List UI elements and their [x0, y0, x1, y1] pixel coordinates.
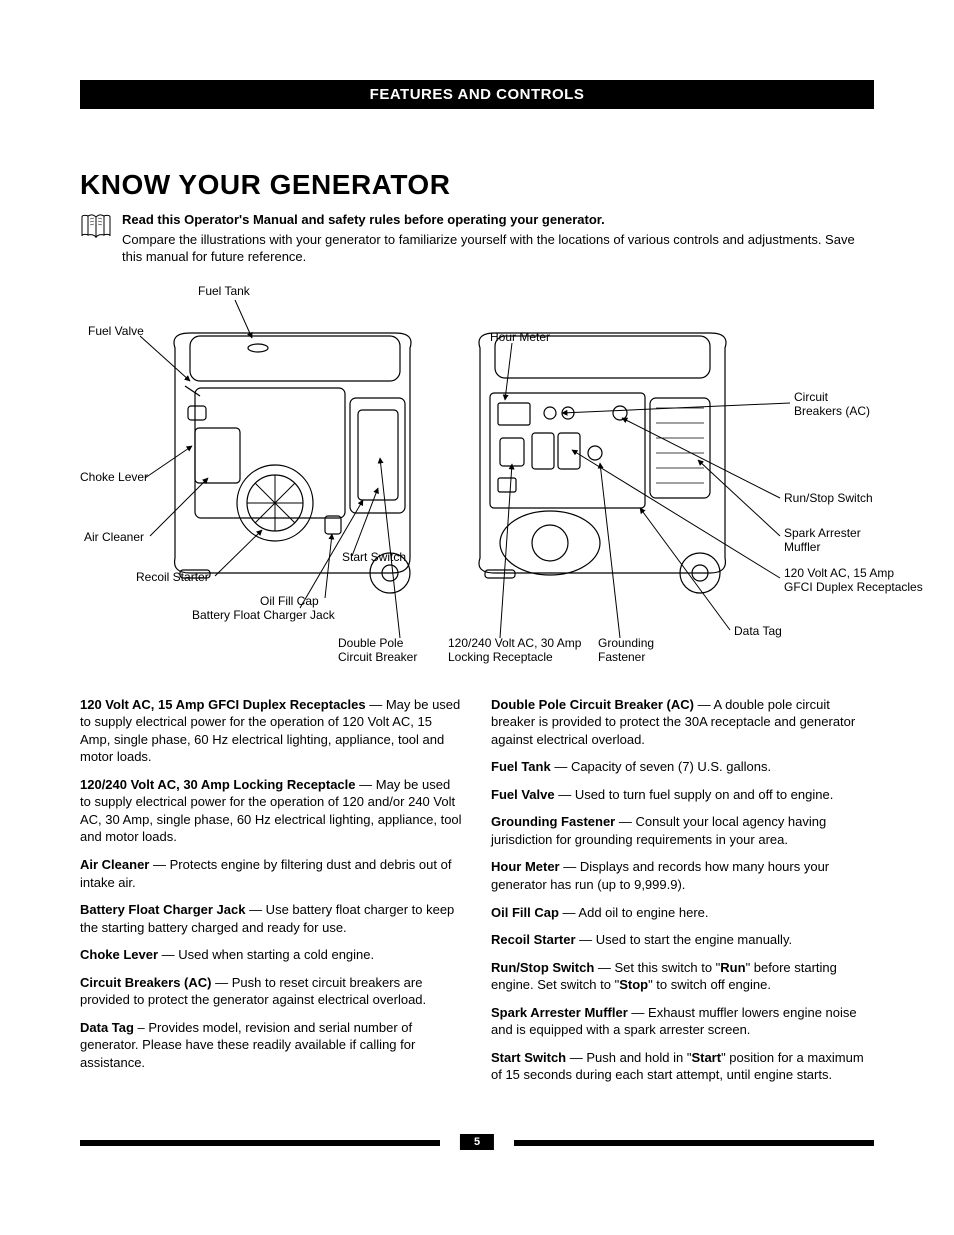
section-header-bar: FEATURES AND CONTROLS [80, 80, 874, 109]
feature-term: Spark Arrester Muffler [491, 1005, 628, 1020]
callout-oil-fill-cap: Oil Fill Cap [260, 594, 319, 608]
callout-hour-meter: Hour Meter [490, 330, 550, 344]
callout-choke-lever: Choke Lever [80, 470, 148, 484]
intro-row: Read this Operator's Manual and safety r… [80, 211, 874, 266]
feature-term: Grounding Fastener [491, 814, 615, 829]
feature-term: 120 Volt AC, 15 Amp GFCI Duplex Receptac… [80, 697, 366, 712]
feature-item: Double Pole Circuit Breaker (AC) — A dou… [491, 696, 874, 749]
feature-term: Air Cleaner [80, 857, 149, 872]
feature-term: Oil Fill Cap [491, 905, 559, 920]
feature-term: Circuit Breakers (AC) [80, 975, 212, 990]
feature-columns: 120 Volt AC, 15 Amp GFCI Duplex Receptac… [80, 696, 874, 1094]
feature-term: Choke Lever [80, 947, 158, 962]
callout-fuel-valve: Fuel Valve [88, 324, 144, 338]
feature-term: Data Tag [80, 1020, 134, 1035]
callout-gfci-receptacles: 120 Volt AC, 15 Amp GFCI Duplex Receptac… [784, 566, 923, 595]
feature-item: Grounding Fastener — Consult your local … [491, 813, 874, 848]
feature-item: Fuel Tank — Capacity of seven (7) U.S. g… [491, 758, 874, 776]
callout-fuel-tank: Fuel Tank [198, 284, 250, 298]
callout-air-cleaner: Air Cleaner [84, 530, 144, 544]
feature-term: Battery Float Charger Jack [80, 902, 245, 917]
feature-item: Start Switch — Push and hold in "Start" … [491, 1049, 874, 1084]
callout-double-pole-breaker: Double Pole Circuit Breaker [338, 636, 417, 665]
feature-term: Fuel Valve [491, 787, 555, 802]
feature-term: Hour Meter [491, 859, 560, 874]
feature-item: Choke Lever — Used when starting a cold … [80, 946, 463, 964]
intro-text: Read this Operator's Manual and safety r… [122, 211, 874, 266]
page-number: 5 [460, 1134, 494, 1150]
feature-term: 120/240 Volt AC, 30 Amp Locking Receptac… [80, 777, 356, 792]
feature-item: Fuel Valve — Used to turn fuel supply on… [491, 786, 874, 804]
footer-stripe-right [514, 1140, 874, 1146]
feature-item: Circuit Breakers (AC) — Push to reset ci… [80, 974, 463, 1009]
feature-item: Air Cleaner — Protects engine by filteri… [80, 856, 463, 891]
feature-item: Hour Meter — Displays and records how ma… [491, 858, 874, 893]
manual-book-icon [80, 213, 112, 244]
callout-grounding-fastener: Grounding Fastener [598, 636, 654, 665]
feature-item: Run/Stop Switch — Set this switch to "Ru… [491, 959, 874, 994]
feature-column-right: Double Pole Circuit Breaker (AC) — A dou… [491, 696, 874, 1094]
callout-battery-jack: Battery Float Charger Jack [192, 608, 335, 622]
feature-item: Oil Fill Cap — Add oil to engine here. [491, 904, 874, 922]
feature-item: Battery Float Charger Jack — Use battery… [80, 901, 463, 936]
callout-locking-receptacle: 120/240 Volt AC, 30 Amp Locking Receptac… [448, 636, 581, 665]
intro-body-line: Compare the illustrations with your gene… [122, 232, 855, 265]
feature-term: Fuel Tank [491, 759, 551, 774]
feature-term: Start Switch [491, 1050, 566, 1065]
intro-bold-line: Read this Operator's Manual and safety r… [122, 211, 874, 229]
feature-column-left: 120 Volt AC, 15 Amp GFCI Duplex Receptac… [80, 696, 463, 1094]
section-header-text: FEATURES AND CONTROLS [370, 86, 585, 103]
footer-stripe-left [80, 1140, 440, 1146]
page-footer: 5 [80, 1134, 874, 1152]
feature-bold: Stop [619, 977, 648, 992]
feature-item: Recoil Starter — Used to start the engin… [491, 931, 874, 949]
callout-recoil-starter: Recoil Starter [136, 570, 209, 584]
feature-term: Recoil Starter [491, 932, 576, 947]
feature-item: Spark Arrester Muffler — Exhaust muffler… [491, 1004, 874, 1039]
feature-item: 120 Volt AC, 15 Amp GFCI Duplex Receptac… [80, 696, 463, 766]
generator-diagram: Fuel Tank Fuel Valve Choke Lever Air Cle… [80, 278, 874, 678]
feature-bold: Start [691, 1050, 721, 1065]
callout-start-switch: Start Switch [342, 550, 406, 564]
feature-item: 120/240 Volt AC, 30 Amp Locking Receptac… [80, 776, 463, 846]
callout-run-stop-switch: Run/Stop Switch [784, 491, 873, 505]
page-title: KNOW YOUR GENERATOR [80, 169, 874, 201]
feature-term: Run/Stop Switch [491, 960, 594, 975]
document-page: FEATURES AND CONTROLS KNOW YOUR GENERATO… [0, 0, 954, 1192]
feature-term: Double Pole Circuit Breaker (AC) [491, 697, 694, 712]
callout-spark-arrester: Spark Arrester Muffler [784, 526, 861, 555]
callout-data-tag: Data Tag [734, 624, 782, 638]
feature-bold: Run [720, 960, 745, 975]
feature-item: Data Tag – Provides model, revision and … [80, 1019, 463, 1072]
callout-circuit-breakers: Circuit Breakers (AC) [794, 390, 870, 419]
